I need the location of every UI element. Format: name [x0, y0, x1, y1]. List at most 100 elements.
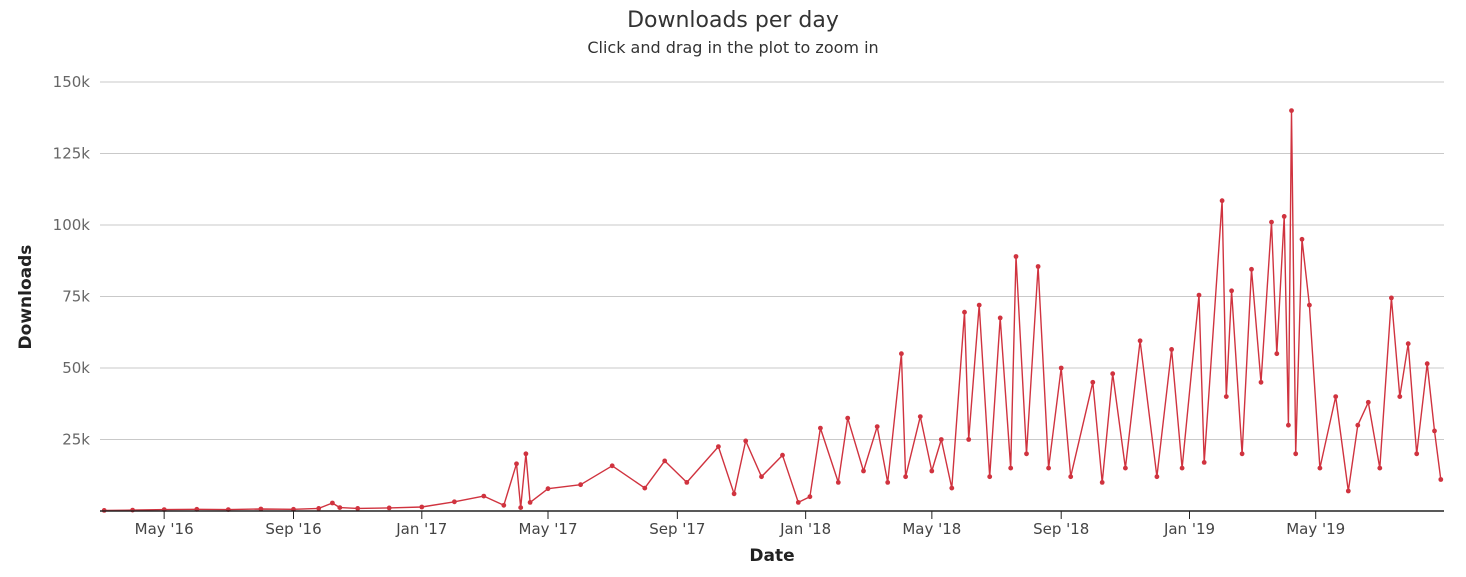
- data-point[interactable]: [545, 486, 551, 492]
- data-point[interactable]: [780, 452, 785, 458]
- data-point[interactable]: [1008, 465, 1014, 471]
- data-point[interactable]: [386, 505, 392, 511]
- data-point[interactable]: [452, 499, 457, 505]
- data-point[interactable]: [527, 500, 533, 505]
- data-point[interactable]: [355, 506, 361, 511]
- data-point[interactable]: [938, 437, 944, 442]
- data-point[interactable]: [845, 415, 851, 421]
- data-point[interactable]: [1281, 214, 1287, 219]
- data-point[interactable]: [1219, 198, 1225, 204]
- data-point[interactable]: [899, 351, 904, 357]
- data-point[interactable]: [1414, 451, 1420, 457]
- data-point[interactable]: [258, 506, 264, 512]
- data-point[interactable]: [523, 451, 529, 457]
- data-point[interactable]: [1405, 341, 1411, 347]
- data-point[interactable]: [966, 437, 972, 442]
- data-point[interactable]: [1169, 347, 1174, 352]
- data-point[interactable]: [731, 491, 737, 497]
- data-point[interactable]: [1249, 266, 1254, 272]
- data-point[interactable]: [716, 444, 721, 449]
- data-point[interactable]: [1269, 219, 1274, 225]
- data-point[interactable]: [1289, 108, 1294, 113]
- data-point[interactable]: [949, 485, 955, 491]
- data-point[interactable]: [642, 485, 648, 491]
- data-point[interactable]: [316, 506, 322, 511]
- data-point[interactable]: [578, 482, 583, 488]
- data-point[interactable]: [130, 507, 136, 513]
- data-point[interactable]: [1345, 488, 1351, 494]
- data-point[interactable]: [1293, 451, 1299, 457]
- data-point[interactable]: [1196, 292, 1202, 298]
- data-point[interactable]: [1090, 379, 1096, 385]
- data-point[interactable]: [1154, 474, 1160, 480]
- data-point[interactable]: [1317, 465, 1323, 471]
- data-point[interactable]: [1307, 302, 1312, 308]
- data-point[interactable]: [743, 438, 749, 444]
- data-point[interactable]: [514, 461, 519, 467]
- y-tick-label: 25k: [62, 431, 90, 449]
- data-point[interactable]: [997, 315, 1003, 321]
- data-point[interactable]: [1365, 399, 1371, 405]
- data-point[interactable]: [1424, 361, 1430, 367]
- data-point[interactable]: [684, 480, 690, 485]
- data-point[interactable]: [1229, 288, 1234, 294]
- data-point[interactable]: [885, 480, 891, 485]
- data-point[interactable]: [1355, 422, 1361, 428]
- data-point[interactable]: [1377, 465, 1383, 471]
- data-point[interactable]: [419, 504, 425, 510]
- data-point[interactable]: [1046, 465, 1051, 471]
- data-point[interactable]: [1274, 351, 1280, 357]
- y-tick-label: 50k: [62, 359, 90, 377]
- data-point[interactable]: [987, 474, 993, 480]
- data-point[interactable]: [1099, 480, 1105, 485]
- x-tick-label: Jan '18: [779, 520, 831, 538]
- data-point[interactable]: [518, 505, 524, 510]
- data-point[interactable]: [609, 463, 615, 469]
- x-tick-label: May '16: [135, 520, 194, 538]
- data-point[interactable]: [962, 309, 967, 315]
- series-layer: [101, 108, 1444, 513]
- data-point[interactable]: [1389, 295, 1394, 301]
- data-point[interactable]: [1299, 236, 1305, 242]
- data-point[interactable]: [1438, 477, 1444, 482]
- data-point[interactable]: [1201, 460, 1207, 465]
- data-point[interactable]: [807, 494, 813, 500]
- data-point[interactable]: [795, 500, 801, 505]
- data-point[interactable]: [818, 425, 823, 431]
- data-point[interactable]: [929, 468, 935, 474]
- data-point[interactable]: [1123, 465, 1128, 471]
- data-point[interactable]: [1013, 254, 1019, 259]
- data-point[interactable]: [1286, 422, 1291, 428]
- data-point[interactable]: [1397, 394, 1403, 399]
- data-point[interactable]: [1239, 451, 1245, 457]
- data-point[interactable]: [976, 302, 982, 308]
- x-tick-label: Sep '17: [649, 520, 705, 538]
- data-point[interactable]: [337, 505, 343, 510]
- data-point[interactable]: [759, 474, 764, 480]
- data-point[interactable]: [1068, 474, 1074, 480]
- data-point[interactable]: [481, 493, 487, 499]
- data-point[interactable]: [861, 468, 866, 474]
- data-point[interactable]: [1110, 371, 1116, 377]
- data-point[interactable]: [835, 480, 841, 485]
- data-point[interactable]: [917, 414, 923, 419]
- data-point[interactable]: [1035, 264, 1041, 269]
- data-point[interactable]: [1179, 465, 1185, 471]
- x-tick-label: Sep '18: [1033, 520, 1089, 538]
- data-point[interactable]: [1432, 428, 1437, 434]
- data-point[interactable]: [501, 502, 507, 508]
- series-line[interactable]: [104, 109, 1442, 512]
- data-point[interactable]: [1333, 394, 1339, 399]
- data-point[interactable]: [1024, 451, 1029, 457]
- data-point[interactable]: [1258, 379, 1264, 385]
- data-point[interactable]: [1058, 365, 1064, 371]
- data-point[interactable]: [874, 424, 880, 429]
- data-point[interactable]: [1137, 338, 1143, 344]
- data-point[interactable]: [330, 500, 335, 506]
- data-point[interactable]: [903, 474, 908, 480]
- data-point[interactable]: [1223, 394, 1229, 399]
- x-tick-label: May '18: [902, 520, 961, 538]
- data-point[interactable]: [662, 458, 668, 464]
